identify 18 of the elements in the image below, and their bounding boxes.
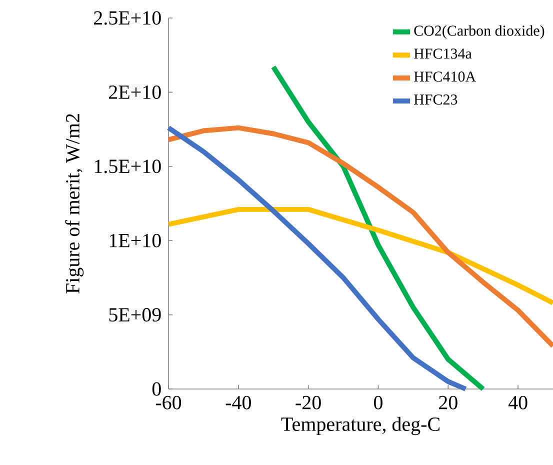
legend-label: HFC410A	[414, 72, 476, 82]
y-axis-title: Figure of merit, W/m2	[65, 114, 84, 294]
legend-label: CO2(Carbon dioxide)	[414, 25, 544, 39]
y-tick-label: 1.5E+10	[94, 160, 161, 174]
x-tick-label: 20	[439, 396, 458, 410]
x-tick-label: 0	[374, 396, 382, 410]
x-axis-title: Temperature, deg-C	[281, 416, 440, 436]
x-tick-label: -20	[296, 396, 321, 410]
x-tick-label: 40	[508, 396, 528, 410]
y-tick-label: 1E+10	[110, 234, 161, 248]
y-tick-label: 5E+09	[109, 308, 161, 322]
legend-label: HFC134a	[414, 48, 472, 59]
legend-label: HFC23	[414, 94, 458, 105]
x-tick-label: -60	[156, 396, 182, 410]
y-tick-label: 2.5E+10	[94, 11, 161, 25]
y-tick-label: 2E+10	[109, 85, 161, 99]
y-tick-label: 0	[152, 382, 161, 396]
x-tick-label: -40	[226, 396, 251, 410]
